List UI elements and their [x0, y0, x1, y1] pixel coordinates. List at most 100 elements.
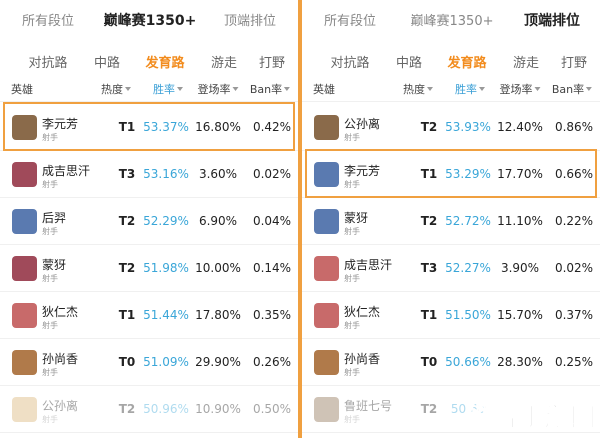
hero-avatar: [12, 209, 37, 234]
hero-name: 成吉思汗: [344, 258, 393, 272]
column-header[interactable]: 胜率: [153, 81, 183, 97]
cell: T0: [118, 355, 136, 369]
cell: T3: [420, 261, 438, 275]
hero-avatar: [12, 350, 37, 375]
cell: 52.72%: [445, 214, 491, 228]
hero-name: 蒙犽: [42, 258, 67, 272]
cell: 53.29%: [445, 167, 491, 181]
hero-role: 射手: [42, 415, 58, 424]
column-header: 英雄: [313, 83, 335, 96]
row: 李元芳 射手 T1 53.37% 16.80% 0.42%: [0, 104, 298, 151]
column-header[interactable]: Ban率: [250, 81, 290, 97]
hero-name: 孙尚香: [344, 352, 381, 366]
role-tab[interactable]: 发育路: [145, 56, 185, 71]
row: 公孙离 射手 T2 53.93% 12.40% 0.86%: [302, 104, 600, 151]
column-header[interactable]: 胜率: [455, 81, 485, 97]
row: 蒙犽 射手 T2 52.72% 11.10% 0.22%: [302, 198, 600, 245]
role-tab[interactable]: 对抗路: [330, 56, 370, 71]
cell: 0.42%: [252, 120, 292, 134]
hero-name: 狄仁杰: [42, 305, 79, 319]
column-header[interactable]: Ban率: [552, 81, 592, 97]
role-tab[interactable]: 中路: [395, 56, 423, 71]
divider: [298, 0, 302, 438]
separator: [0, 291, 298, 292]
role-tab[interactable]: 对抗路: [28, 56, 68, 71]
hero-role: 射手: [42, 180, 58, 189]
hero-avatar: [314, 256, 339, 281]
hero-avatar: [314, 397, 339, 422]
hero-name: 李元芳: [42, 117, 79, 131]
hero-role: 射手: [344, 274, 360, 283]
hero-avatar: [314, 350, 339, 375]
role-tab[interactable]: 游走: [210, 56, 238, 71]
separator: [0, 197, 298, 198]
column-header[interactable]: 热度: [101, 81, 131, 97]
tab[interactable]: 顶端排位: [223, 14, 277, 29]
role-tab[interactable]: 游走: [512, 56, 540, 71]
separator: [0, 101, 298, 102]
tab[interactable]: 顶端排位: [524, 13, 580, 29]
cell: 50.96%: [143, 402, 189, 416]
cell: 0.50%: [252, 402, 292, 416]
cell: 0.22%: [554, 214, 594, 228]
role-tab[interactable]: 发育路: [447, 56, 487, 71]
hero-name: 狄仁杰: [344, 305, 381, 319]
separator: [302, 338, 600, 339]
hero-avatar: [314, 209, 339, 234]
cell: 6.90%: [198, 214, 238, 228]
cell: 11.10%: [497, 214, 543, 228]
hero-role: 射手: [344, 415, 360, 424]
hero-role: 射手: [344, 321, 360, 330]
role-tab[interactable]: 打野: [258, 56, 286, 71]
row: 狄仁杰 射手 T1 51.44% 17.80% 0.35%: [0, 292, 298, 339]
hero-role: 射手: [344, 133, 360, 142]
hero-role: 射手: [42, 133, 58, 142]
cell: 52.29%: [143, 214, 189, 228]
cell: 12.40%: [497, 120, 543, 134]
tab[interactable]: 所有段位: [21, 14, 75, 29]
cell: 0.26%: [252, 355, 292, 369]
cell: 0.37%: [554, 308, 594, 322]
hero-avatar: [12, 162, 37, 187]
hero-role: 射手: [344, 227, 360, 236]
hero-role: 射手: [42, 274, 58, 283]
cell: T2: [118, 261, 136, 275]
row: 成吉思汗 射手 T3 53.16% 3.60% 0.02%: [0, 151, 298, 198]
cell: T1: [118, 120, 136, 134]
cell: 53.16%: [143, 167, 189, 181]
separator: [0, 244, 298, 245]
role-tab[interactable]: 打野: [560, 56, 588, 71]
hero-avatar: [12, 256, 37, 281]
hero-avatar: [12, 115, 37, 140]
column-header[interactable]: 登场率: [500, 81, 541, 97]
cell: 0.04%: [252, 214, 292, 228]
cell: 0.25%: [554, 355, 594, 369]
cell: 15.70%: [497, 308, 543, 322]
highlight-box: [3, 102, 295, 151]
row: 后羿 射手 T2 52.29% 6.90% 0.04%: [0, 198, 298, 245]
cell: 52.27%: [445, 261, 491, 275]
column-header[interactable]: 登场率: [198, 81, 239, 97]
cell: T2: [420, 402, 438, 416]
cell: 0.14%: [252, 261, 292, 275]
role-tab[interactable]: 中路: [93, 56, 121, 71]
cell: T2: [420, 120, 438, 134]
hero-avatar: [314, 162, 339, 187]
hero-name: 鲁班七号: [344, 399, 393, 413]
row: 狄仁杰 射手 T1 51.50% 15.70% 0.37%: [302, 292, 600, 339]
cell: 0.86%: [554, 120, 594, 134]
tab[interactable]: 巅峰赛1350+: [103, 13, 197, 29]
separator: [302, 244, 600, 245]
cell: 51.98%: [143, 261, 189, 275]
cell: 28.30%: [497, 355, 543, 369]
tab[interactable]: 巅峰赛1350+: [410, 14, 494, 29]
cell: T2: [118, 402, 136, 416]
column-header[interactable]: 热度: [403, 81, 433, 97]
cell: 53.93%: [445, 120, 491, 134]
cell: 10.00%: [195, 261, 241, 275]
separator: [302, 101, 600, 102]
tab[interactable]: 所有段位: [323, 14, 377, 29]
cell: 53.37%: [143, 120, 189, 134]
cell: T2: [118, 214, 136, 228]
